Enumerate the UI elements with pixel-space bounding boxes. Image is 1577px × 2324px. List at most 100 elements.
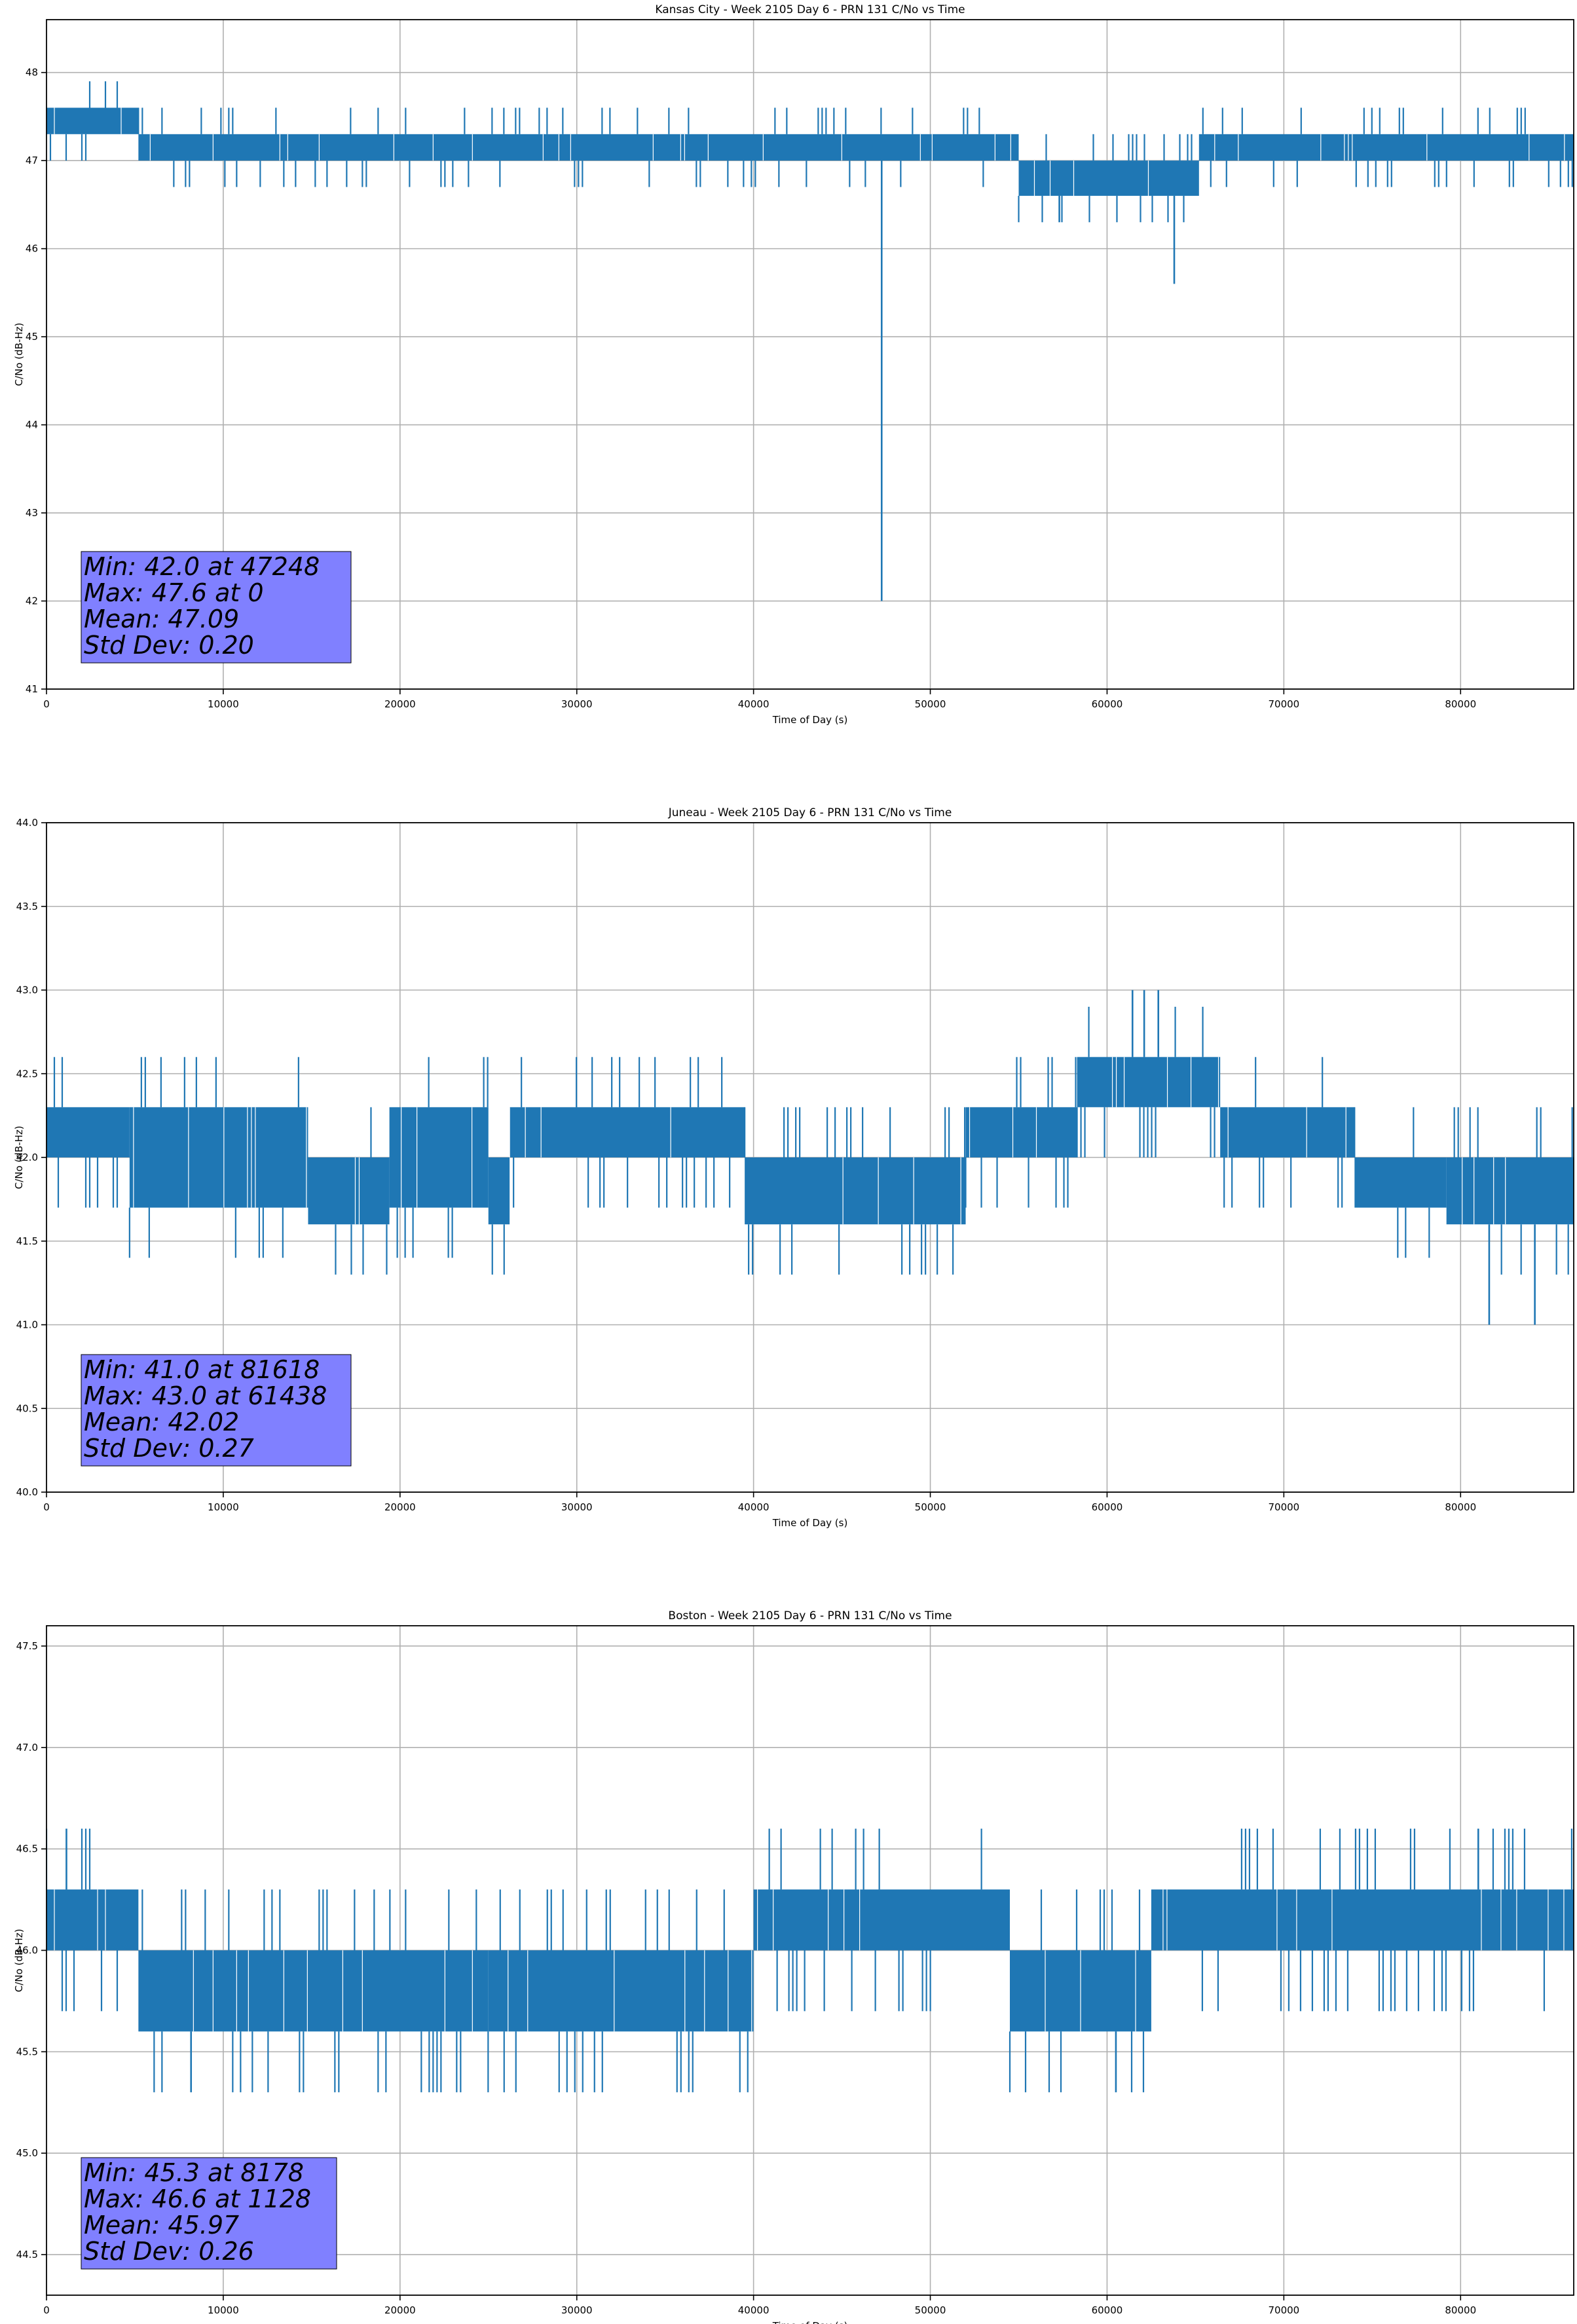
x-tick-label: 40000	[738, 1501, 770, 1513]
data-band	[510, 1107, 745, 1157]
x-axis-label: Time of Day (s)	[772, 714, 848, 726]
x-tick-label: 70000	[1268, 1501, 1299, 1513]
subplot-3: 0 10000 20000 30000 40000 50000 60000 70000 8000…	[13, 1609, 1574, 2324]
x-tick-label: 60000	[1092, 2304, 1123, 2316]
x-tick-label: 0	[43, 2304, 50, 2316]
max-stat: Max: 47.6 at 0	[84, 578, 264, 607]
data-band	[1220, 1107, 1355, 1157]
stats-box-background	[81, 551, 352, 664]
chart-title: Kansas City - Week 2105 Day 6 - PRN 131 …	[655, 3, 965, 16]
plots-container: 0 10000 20000 30000 40000 50000 60000 70000 8000…	[13, 3, 1574, 2324]
y-tick-label: 48	[26, 67, 38, 79]
y-tick-label: 40.5	[16, 1402, 38, 1414]
data-band	[1198, 134, 1574, 161]
stats-box-background	[81, 2157, 337, 2270]
y-tick-label: 44.5	[16, 2249, 38, 2260]
x-tick-label: 80000	[1445, 1501, 1476, 1513]
y-tick-label: 45.0	[16, 2147, 38, 2159]
x-tick-label: 10000	[208, 1501, 239, 1513]
data-band	[1077, 1057, 1221, 1108]
data-band	[1354, 1157, 1447, 1208]
y-tick-label: 45	[26, 331, 38, 343]
x-tick-label: 20000	[384, 1501, 416, 1513]
x-tick-label: 0	[43, 698, 50, 710]
mean-stat: Mean: 42.02	[84, 1408, 239, 1436]
y-tick-label: 42.0	[16, 1152, 38, 1163]
x-tick-label: 80000	[1445, 698, 1476, 710]
data-band	[308, 1157, 390, 1225]
data-band	[1151, 1889, 1574, 1951]
data-series	[46, 990, 1574, 1325]
data-band	[46, 107, 139, 134]
chart-title: Boston - Week 2105 Day 6 - PRN 131 C/No …	[668, 1609, 952, 1622]
y-tick-label: 41.5	[16, 1235, 38, 1247]
data-series	[46, 81, 1574, 601]
std-dev-stat: Std Dev: 0.20	[84, 631, 254, 660]
y-tick-label: 46.5	[16, 1843, 38, 1855]
y-axis-label: C/No (dB-Hz)	[13, 1929, 25, 1993]
min-stat: Min: 42.0 at 47248	[84, 552, 320, 581]
data-band	[138, 134, 1019, 161]
y-tick-label: 47.0	[16, 1742, 38, 1753]
x-tick-label: 0	[43, 1501, 50, 1513]
std-dev-stat: Std Dev: 0.27	[84, 1434, 254, 1463]
y-tick-label: 41	[26, 683, 38, 695]
x-tick-label: 20000	[384, 2304, 416, 2316]
y-tick-label: 45.5	[16, 2046, 38, 2057]
x-tick-label: 20000	[384, 698, 416, 710]
y-tick-label: 40.0	[16, 1486, 38, 1498]
data-band	[389, 1107, 489, 1208]
data-band	[965, 1107, 1077, 1157]
y-tick-label: 44.0	[16, 817, 38, 829]
data-band	[138, 1950, 489, 2032]
data-band	[46, 1107, 130, 1157]
max-stat: Max: 46.6 at 1128	[84, 2184, 311, 2213]
x-tick-label: 30000	[561, 1501, 593, 1513]
y-tick-label: 46	[26, 243, 38, 255]
max-stat: Max: 43.0 at 61438	[84, 1381, 327, 1410]
mean-stat: Mean: 45.97	[84, 2211, 239, 2240]
x-tick-label: 50000	[915, 1501, 946, 1513]
x-tick-label: 10000	[208, 2304, 239, 2316]
stats-box-background	[81, 1354, 352, 1467]
data-band	[488, 1157, 510, 1225]
data-band	[753, 1889, 1010, 1951]
x-tick-label: 40000	[738, 698, 770, 710]
x-tick-label: 80000	[1445, 2304, 1476, 2316]
data-band	[46, 1889, 139, 1951]
axes-frame	[46, 19, 1574, 690]
x-axis-label: Time of Day (s)	[772, 1517, 848, 1529]
data-band	[1446, 1157, 1574, 1225]
x-tick-label: 60000	[1092, 1501, 1123, 1513]
axes-frame	[46, 1625, 1574, 2296]
data-band	[745, 1157, 966, 1225]
x-tick-label: 60000	[1092, 698, 1123, 710]
mean-stat: Mean: 47.09	[84, 605, 239, 633]
data-series	[46, 1828, 1574, 2093]
data-band	[488, 1950, 754, 2032]
data-band	[129, 1107, 308, 1208]
y-tick-label: 43.5	[16, 901, 38, 912]
y-tick-label: 43	[26, 507, 38, 519]
subplot-2: 0 10000 20000 30000 40000 50000 60000 70000 8000…	[13, 806, 1574, 1529]
y-tick-label: 42	[26, 595, 38, 607]
x-tick-label: 50000	[915, 698, 946, 710]
x-tick-label: 30000	[561, 2304, 593, 2316]
min-stat: Min: 45.3 at 8178	[84, 2158, 304, 2187]
y-tick-label: 42.5	[16, 1068, 38, 1079]
x-axis-label: Time of Day (s)	[772, 2320, 848, 2324]
data-band	[1018, 160, 1199, 196]
y-axis-label: C/No (dB-Hz)	[13, 323, 25, 386]
y-tick-label: 46.0	[16, 1945, 38, 1957]
x-tick-label: 70000	[1268, 2304, 1299, 2316]
y-tick-label: 43.0	[16, 984, 38, 996]
subplot-1: 0 10000 20000 30000 40000 50000 60000 70000 8000…	[13, 3, 1574, 726]
x-tick-label: 40000	[738, 2304, 770, 2316]
x-tick-label: 10000	[208, 698, 239, 710]
y-tick-label: 47.5	[16, 1640, 38, 1652]
chart-title: Juneau - Week 2105 Day 6 - PRN 131 C/No …	[668, 806, 952, 819]
